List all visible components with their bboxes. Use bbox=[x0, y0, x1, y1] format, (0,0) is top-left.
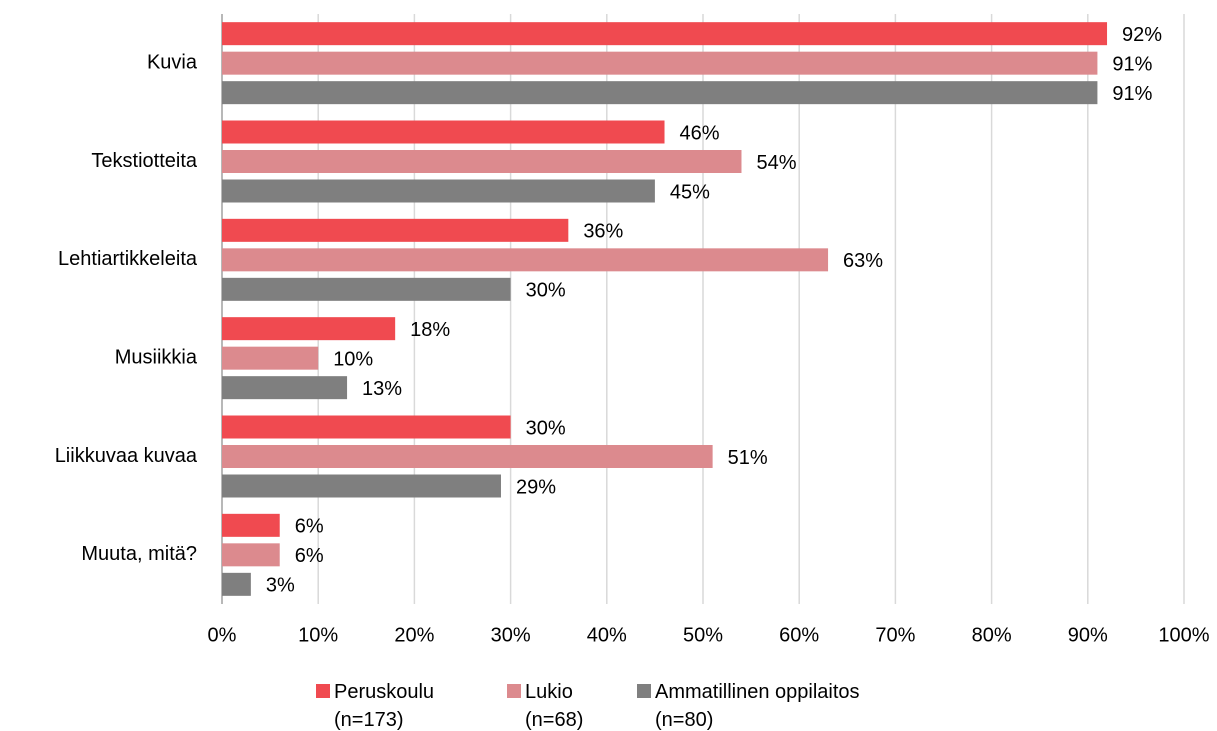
data-label: 54% bbox=[756, 152, 796, 174]
bar bbox=[222, 179, 655, 203]
data-label: 18% bbox=[410, 319, 450, 341]
y-tick-label: Tekstiotteita bbox=[91, 150, 197, 172]
x-tick-label: 100% bbox=[1158, 624, 1209, 646]
data-label: 91% bbox=[1112, 53, 1152, 75]
bar bbox=[222, 51, 1098, 75]
data-label: 6% bbox=[295, 516, 324, 538]
data-label: 63% bbox=[843, 250, 883, 272]
bar bbox=[222, 81, 1098, 105]
data-label: 46% bbox=[680, 122, 720, 144]
y-tick-label: Lehtiartikkeleita bbox=[58, 248, 198, 270]
legend-label: Peruskoulu (n=173) bbox=[334, 681, 435, 731]
data-label: 29% bbox=[516, 476, 556, 498]
bar bbox=[222, 346, 319, 370]
x-tick-label: 40% bbox=[587, 624, 627, 646]
data-label: 51% bbox=[728, 447, 768, 469]
x-tick-label: 0% bbox=[208, 624, 237, 646]
chart: 0% 10% 20% 30% 40% 50% 60% 70% 80% 90% 100% Kuvia 92… bbox=[55, 14, 1210, 646]
bar bbox=[222, 513, 280, 537]
bar bbox=[222, 474, 501, 498]
bar bbox=[222, 415, 511, 439]
legend-swatch bbox=[316, 684, 330, 698]
y-tick-label: Musiikkia bbox=[115, 346, 198, 368]
legend-swatch bbox=[637, 684, 651, 698]
legend-label: Lukio (n=68) bbox=[525, 681, 584, 731]
x-tick-label: 10% bbox=[298, 624, 338, 646]
x-tick-label: 80% bbox=[972, 624, 1012, 646]
bar bbox=[222, 218, 569, 242]
y-tick-label: Muuta, mitä? bbox=[81, 543, 197, 565]
data-label: 30% bbox=[526, 280, 566, 302]
x-tick-label: 50% bbox=[683, 624, 723, 646]
bar bbox=[222, 445, 713, 468]
bar bbox=[222, 120, 665, 144]
bar bbox=[222, 277, 511, 301]
data-label: 3% bbox=[266, 575, 295, 597]
bar bbox=[222, 543, 280, 567]
data-label: 45% bbox=[670, 181, 710, 203]
data-label: 10% bbox=[333, 348, 373, 370]
data-label: 13% bbox=[362, 378, 402, 400]
bar bbox=[222, 317, 396, 341]
bar bbox=[222, 572, 251, 596]
x-tick-label: 90% bbox=[1068, 624, 1108, 646]
legend-label: Ammatillinen oppilaitos (n=80) bbox=[655, 681, 860, 731]
data-label: 36% bbox=[583, 221, 623, 243]
data-label: 91% bbox=[1112, 83, 1152, 105]
bar bbox=[222, 248, 829, 272]
x-tick-label: 30% bbox=[491, 624, 531, 646]
bar bbox=[222, 22, 1108, 46]
bar bbox=[222, 150, 742, 173]
y-tick-label: Kuvia bbox=[147, 51, 198, 73]
legend-swatch bbox=[507, 684, 521, 698]
data-label: 92% bbox=[1122, 24, 1162, 46]
x-tick-label: 20% bbox=[394, 624, 434, 646]
x-tick-label: 70% bbox=[875, 624, 915, 646]
data-label: 30% bbox=[526, 417, 566, 439]
y-tick-label: Liikkuvaa kuvaa bbox=[55, 445, 198, 467]
data-label: 6% bbox=[295, 545, 324, 567]
bar bbox=[222, 376, 348, 400]
x-tick-label: 60% bbox=[779, 624, 819, 646]
